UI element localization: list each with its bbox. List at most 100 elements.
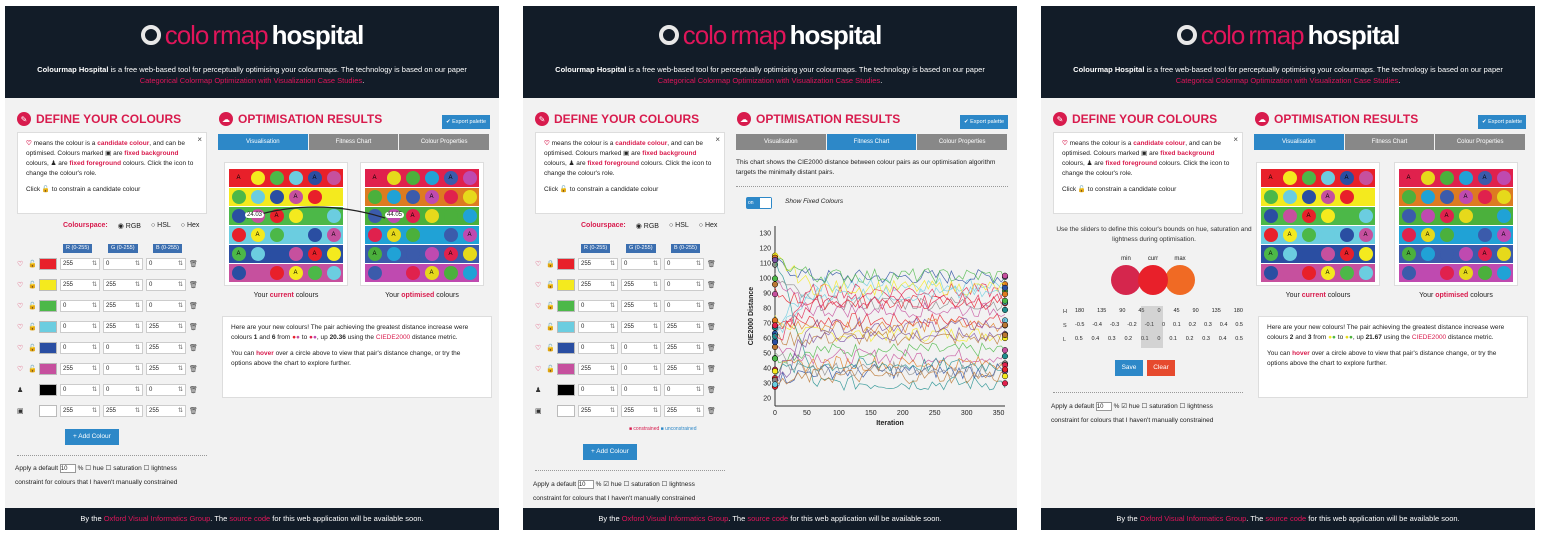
colour-circle[interactable] <box>367 209 382 223</box>
g-input[interactable]: 0 <box>103 342 143 354</box>
b-input[interactable]: 255 <box>146 405 186 417</box>
colour-circle[interactable] <box>1358 171 1373 185</box>
lock-icon[interactable]: 🔓 <box>546 366 555 373</box>
lock-icon[interactable]: 🔓 <box>28 345 37 352</box>
colour-circle[interactable]: A <box>1301 209 1316 223</box>
tab-visualisation[interactable]: Visualisation <box>218 134 309 150</box>
colour-circle[interactable] <box>1439 266 1454 280</box>
colour-circle[interactable] <box>1358 247 1373 261</box>
g-input[interactable]: 255 <box>103 279 143 291</box>
colour-circle[interactable] <box>462 190 477 204</box>
b-input[interactable]: 255 <box>146 363 186 375</box>
colour-circle[interactable] <box>1401 266 1416 280</box>
group-link[interactable]: Oxford Visual Informatics Group <box>103 514 211 523</box>
trash-icon[interactable]: 🗑 <box>189 303 198 310</box>
colour-circle[interactable] <box>1282 209 1297 223</box>
trash-icon[interactable]: 🗑 <box>707 324 716 331</box>
metric-link[interactable]: CIEDE2000 <box>375 334 411 341</box>
colour-circle[interactable] <box>269 171 284 185</box>
colour-circle[interactable] <box>1301 171 1316 185</box>
colour-circle[interactable] <box>307 209 322 223</box>
tab-colour-properties[interactable]: Colour Properties <box>917 134 1009 150</box>
candidate-icon[interactable]: ♡ <box>17 366 24 373</box>
colour-circle[interactable]: A <box>1339 247 1354 261</box>
colour-circle[interactable] <box>1458 209 1473 223</box>
colour-circle[interactable] <box>1439 190 1454 204</box>
g-input[interactable]: 255 <box>621 405 661 417</box>
trash-icon[interactable]: 🗑 <box>189 408 198 415</box>
g-input[interactable]: 255 <box>621 279 661 291</box>
colour-circle[interactable] <box>386 171 401 185</box>
colour-circle[interactable]: A <box>1320 190 1335 204</box>
colour-circle[interactable] <box>250 190 265 204</box>
radio-hex[interactable]: ○ Hex <box>180 222 200 229</box>
colour-circle[interactable] <box>1358 190 1373 204</box>
r-input[interactable]: 0 <box>578 321 618 333</box>
colour-swatch[interactable] <box>557 279 575 291</box>
colour-circle[interactable]: A <box>250 228 265 242</box>
b-input[interactable]: 255 <box>146 321 186 333</box>
r-input[interactable]: 0 <box>60 384 100 396</box>
colour-circle[interactable] <box>1301 266 1316 280</box>
colour-circle[interactable]: A <box>1320 266 1335 280</box>
g-input[interactable]: 0 <box>103 363 143 375</box>
colour-circle[interactable] <box>462 209 477 223</box>
trash-icon[interactable]: 🗑 <box>707 408 716 415</box>
colour-circle[interactable] <box>1339 266 1354 280</box>
colour-circle[interactable] <box>1496 266 1511 280</box>
colour-circle[interactable] <box>405 228 420 242</box>
trash-icon[interactable]: 🗑 <box>189 366 198 373</box>
source-link[interactable]: source code <box>747 514 789 523</box>
colour-swatch[interactable] <box>557 342 575 354</box>
colour-circle[interactable] <box>1339 228 1354 242</box>
colour-circle[interactable] <box>231 209 246 223</box>
g-input[interactable]: 0 <box>621 258 661 270</box>
colour-circle[interactable]: A <box>1263 247 1278 261</box>
colour-circle[interactable] <box>307 266 322 280</box>
colour-circle[interactable] <box>1320 209 1335 223</box>
colour-circle[interactable] <box>1496 190 1511 204</box>
colour-circle[interactable]: A <box>1496 228 1511 242</box>
clear-button[interactable]: Clear <box>1147 360 1175 376</box>
colour-circle[interactable] <box>424 247 439 261</box>
lock-icon[interactable]: 🔓 <box>28 282 37 289</box>
r-input[interactable]: 255 <box>60 258 100 270</box>
colour-circle[interactable]: A <box>288 266 303 280</box>
colour-circle[interactable] <box>326 171 341 185</box>
fitness-chart[interactable]: 0 50 100 150 200 250 300 350 20 30 40 50 60 70 80 90 100… <box>745 216 1015 436</box>
colour-circle[interactable] <box>1339 190 1354 204</box>
g-input[interactable]: 255 <box>103 405 143 417</box>
colour-circle[interactable] <box>307 228 322 242</box>
candidate-icon[interactable]: ♡ <box>17 303 24 310</box>
colour-circle[interactable] <box>367 190 382 204</box>
paper-link[interactable]: Categorical Colormap Optimization with V… <box>657 76 881 85</box>
colour-circle[interactable]: A <box>1458 266 1473 280</box>
colour-circle[interactable] <box>1282 266 1297 280</box>
candidate-icon[interactable]: ♡ <box>535 345 542 352</box>
b-input[interactable]: 0 <box>664 384 704 396</box>
b-input[interactable]: 0 <box>146 258 186 270</box>
slider-range-highlight[interactable] <box>1141 306 1163 348</box>
g-input[interactable]: 255 <box>103 321 143 333</box>
colour-circle[interactable]: A <box>424 190 439 204</box>
trash-icon[interactable]: 🗑 <box>189 282 198 289</box>
radio-hsl[interactable]: ○ HSL <box>150 222 171 229</box>
colour-swatch[interactable] <box>39 405 57 417</box>
r-input[interactable]: 0 <box>60 321 100 333</box>
colour-circle[interactable] <box>1496 247 1511 261</box>
colour-circle[interactable]: A <box>367 171 382 185</box>
colour-circle[interactable] <box>269 228 284 242</box>
colour-circle[interactable]: A <box>1339 171 1354 185</box>
lock-icon[interactable]: 🔓 <box>546 345 555 352</box>
colour-circle[interactable] <box>1496 171 1511 185</box>
colour-circle[interactable] <box>231 228 246 242</box>
colour-swatch[interactable] <box>39 363 57 375</box>
colour-circle[interactable] <box>231 190 246 204</box>
colour-circle[interactable] <box>1458 228 1473 242</box>
b-input[interactable]: 0 <box>146 279 186 291</box>
r-input[interactable]: 255 <box>578 279 618 291</box>
tab-colour-properties[interactable]: Colour Properties <box>1435 134 1527 150</box>
colour-swatch[interactable] <box>557 363 575 375</box>
colour-circle[interactable] <box>1477 266 1492 280</box>
